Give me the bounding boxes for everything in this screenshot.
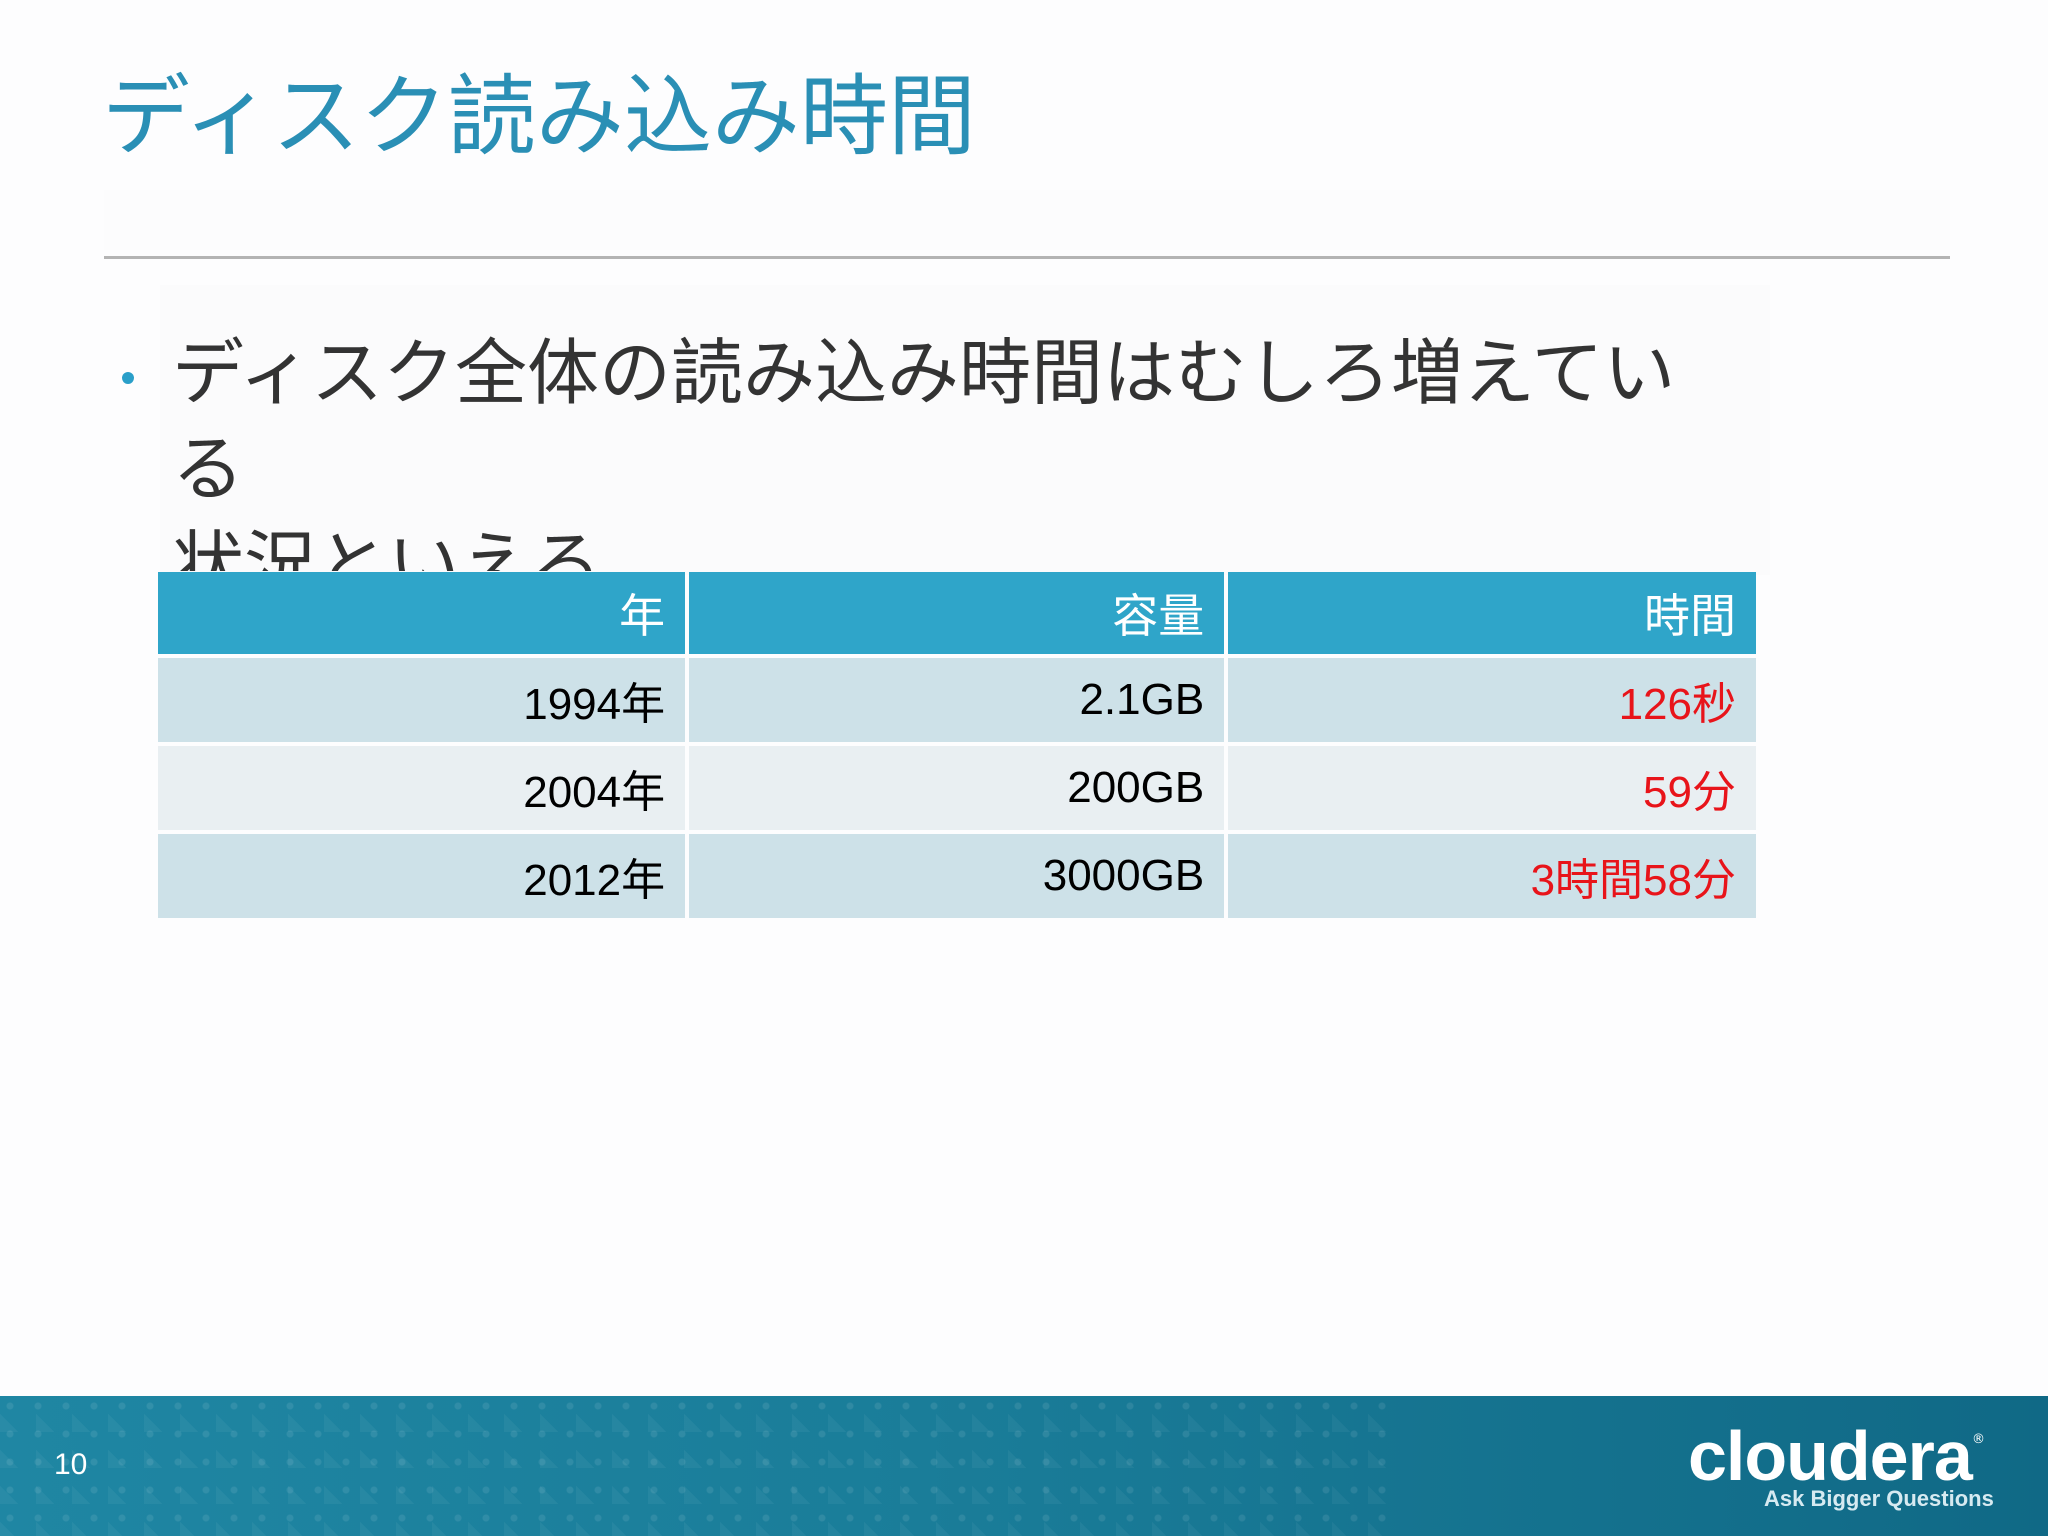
logo-tagline: Ask Bigger Questions [1764, 1486, 1994, 1511]
bullet-line-3: 状況といえる [172, 523, 602, 571]
cell-year: 2012年 [158, 834, 686, 918]
disk-read-time-table: 年 容量 時間 1994年 2.1GB 126秒 2004年 200GB 59分… [154, 568, 1760, 922]
cell-time: 59分 [1228, 746, 1756, 830]
table-header-row: 年 容量 時間 [158, 572, 1756, 654]
slide-title: ディスク読み込み時間 [102, 65, 976, 168]
cell-year: 1994年 [158, 658, 686, 742]
bullet-line-1: ディスク全体の読み込み時間はむしろ増えてい [172, 331, 1676, 415]
header-capacity: 容量 [689, 572, 1225, 654]
bullet-text-area: ディスク全体の読み込み時間はむしろ増えてい る 状況といえる [172, 325, 1892, 571]
footer-band [0, 1396, 2048, 1536]
bullet-line-2: る [172, 427, 245, 511]
table-row: 1994年 2.1GB 126秒 [158, 658, 1756, 742]
cell-year: 2004年 [158, 746, 686, 830]
table-row: 2004年 200GB 59分 [158, 746, 1756, 830]
cell-time: 126秒 [1228, 658, 1756, 742]
cell-capacity: 3000GB [689, 834, 1225, 918]
bullet-dot-icon [122, 372, 134, 384]
title-backdrop [104, 190, 1950, 250]
header-year: 年 [158, 572, 686, 654]
cell-capacity: 200GB [689, 746, 1225, 830]
cell-time: 3時間58分 [1228, 834, 1756, 918]
cloudera-logo: cloudera ® Ask Bigger Questions [1688, 1417, 1994, 1518]
bullet-text: ディスク全体の読み込み時間はむしろ増えてい る 状況といえる [172, 325, 1872, 571]
table-row: 2012年 3000GB 3時間58分 [158, 834, 1756, 918]
header-time: 時間 [1228, 572, 1756, 654]
cell-capacity: 2.1GB [689, 658, 1225, 742]
body-backdrop [160, 285, 1770, 575]
page-number: 10 [54, 1448, 88, 1481]
footer-pattern [0, 1396, 1400, 1536]
title-divider [104, 256, 1950, 259]
logo-wordmark: cloudera [1688, 1417, 1973, 1495]
logo-registered-mark: ® [1972, 1432, 1985, 1447]
